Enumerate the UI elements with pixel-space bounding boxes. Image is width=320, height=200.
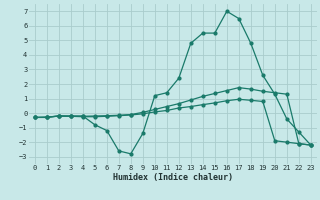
X-axis label: Humidex (Indice chaleur): Humidex (Indice chaleur) [113,173,233,182]
